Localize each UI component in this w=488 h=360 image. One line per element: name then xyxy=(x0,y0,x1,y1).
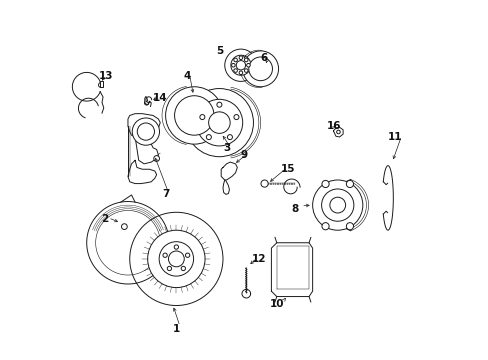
Circle shape xyxy=(185,253,189,257)
Text: 16: 16 xyxy=(326,121,341,131)
Circle shape xyxy=(233,114,239,120)
Circle shape xyxy=(346,222,353,230)
Circle shape xyxy=(153,156,159,161)
Text: 12: 12 xyxy=(251,254,265,264)
Circle shape xyxy=(246,63,250,67)
Circle shape xyxy=(230,55,250,75)
Text: 10: 10 xyxy=(269,299,284,309)
Circle shape xyxy=(208,112,230,134)
Text: 1: 1 xyxy=(172,324,180,334)
Text: 2: 2 xyxy=(101,215,108,224)
Circle shape xyxy=(167,266,171,271)
Circle shape xyxy=(233,58,237,62)
Circle shape xyxy=(132,118,159,145)
Circle shape xyxy=(206,135,211,140)
Circle shape xyxy=(346,180,353,188)
Circle shape xyxy=(165,87,223,144)
Circle shape xyxy=(147,230,204,288)
Circle shape xyxy=(248,57,272,81)
Circle shape xyxy=(227,135,232,140)
Circle shape xyxy=(261,180,267,187)
Text: 5: 5 xyxy=(215,46,223,56)
Circle shape xyxy=(181,266,185,271)
Circle shape xyxy=(321,180,328,188)
Circle shape xyxy=(129,212,223,306)
Circle shape xyxy=(196,99,242,146)
Circle shape xyxy=(99,82,103,87)
Circle shape xyxy=(244,69,247,72)
Circle shape xyxy=(159,242,193,276)
Text: 3: 3 xyxy=(223,143,230,153)
Circle shape xyxy=(236,60,245,70)
FancyBboxPatch shape xyxy=(100,81,103,87)
Text: 8: 8 xyxy=(290,204,298,214)
Circle shape xyxy=(121,224,127,229)
Text: 15: 15 xyxy=(280,164,294,174)
Circle shape xyxy=(242,51,278,87)
Circle shape xyxy=(168,251,184,267)
Circle shape xyxy=(321,189,353,221)
Circle shape xyxy=(321,222,328,230)
Circle shape xyxy=(233,69,237,72)
Circle shape xyxy=(200,114,204,120)
Circle shape xyxy=(231,63,235,67)
Circle shape xyxy=(174,96,214,135)
Text: 14: 14 xyxy=(153,93,167,103)
Circle shape xyxy=(137,123,154,140)
Text: 4: 4 xyxy=(183,71,190,81)
Text: 6: 6 xyxy=(260,53,267,63)
Circle shape xyxy=(239,71,242,75)
Text: 9: 9 xyxy=(241,150,247,160)
Circle shape xyxy=(163,253,167,257)
Circle shape xyxy=(329,197,345,213)
Circle shape xyxy=(217,102,222,107)
Text: 11: 11 xyxy=(387,132,402,142)
Circle shape xyxy=(185,89,253,157)
Circle shape xyxy=(174,245,178,249)
Text: 7: 7 xyxy=(162,189,169,199)
Circle shape xyxy=(224,49,257,81)
Circle shape xyxy=(312,180,362,230)
Circle shape xyxy=(244,58,247,62)
Circle shape xyxy=(239,56,242,59)
Text: 13: 13 xyxy=(99,71,114,81)
Circle shape xyxy=(336,130,340,134)
